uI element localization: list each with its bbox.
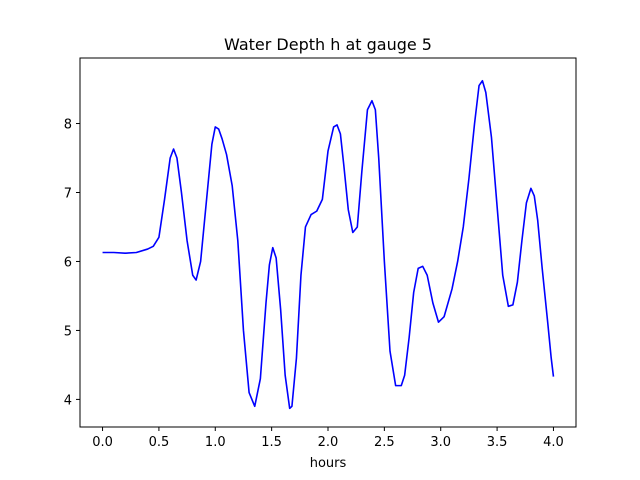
plot-area bbox=[79, 57, 577, 428]
series-line-0 bbox=[102, 79, 555, 410]
x-tick-label: 0.5 bbox=[149, 435, 170, 450]
y-tick-label: 5 bbox=[64, 324, 72, 339]
x-axis-label: hours bbox=[310, 456, 347, 471]
plot-frame bbox=[79, 57, 577, 428]
x-tick-label: 1.5 bbox=[261, 435, 282, 450]
x-tick-label: 4.0 bbox=[543, 435, 564, 450]
x-tick-label: 2.5 bbox=[374, 435, 395, 450]
x-tick-label: 1.0 bbox=[205, 435, 226, 450]
chart-title: Water Depth h at gauge 5 bbox=[224, 35, 432, 54]
x-tick-label: 3.5 bbox=[487, 435, 508, 450]
x-axis: 0.0 0.5 1.0 1.5 2.0 2.5 3.0 3.5 4.0 bbox=[92, 427, 564, 450]
y-tick-label: 4 bbox=[64, 393, 72, 408]
y-tick-label: 8 bbox=[64, 118, 72, 133]
x-tick-label: 3.0 bbox=[430, 435, 451, 450]
x-tick-label: 2.0 bbox=[318, 435, 339, 450]
y-tick-label: 7 bbox=[64, 186, 72, 201]
x-tick-label: 0.0 bbox=[92, 435, 113, 450]
y-tick-label: 6 bbox=[64, 255, 72, 270]
y-axis: 4 5 6 7 8 bbox=[64, 118, 80, 408]
